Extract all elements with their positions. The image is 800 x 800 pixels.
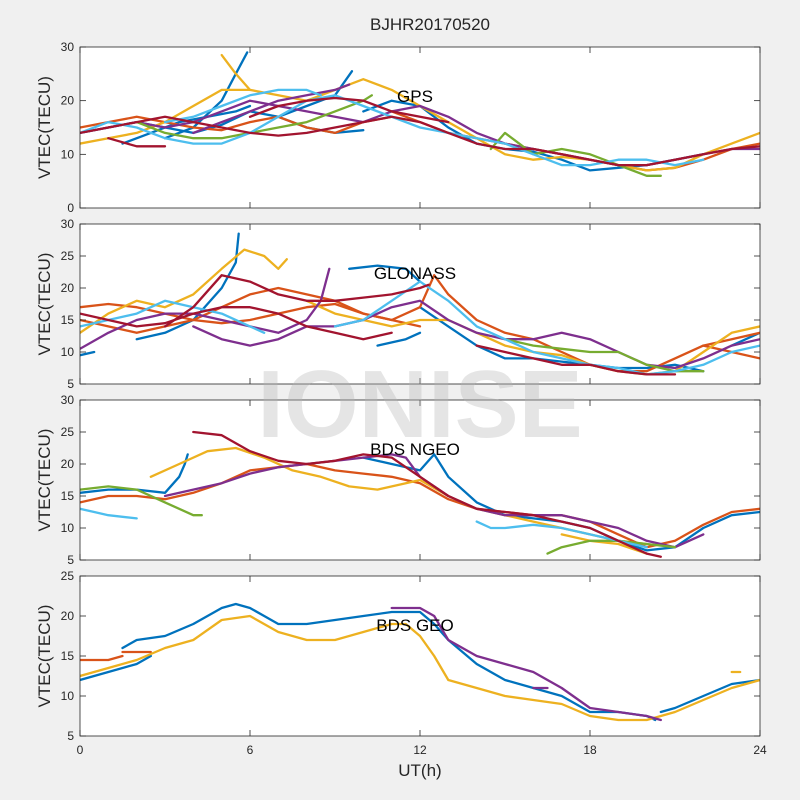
- series-line-7: [80, 485, 203, 517]
- y-tick-label: 5: [67, 377, 74, 391]
- series-group: [80, 430, 760, 558]
- series-line-1: [80, 350, 96, 357]
- panel-3: 5 10 15 20 25 30 VTEC(TECU) BDS NGEO: [35, 393, 761, 567]
- series-line-8: [546, 539, 677, 555]
- panel-label: BDS GEO: [376, 616, 453, 635]
- y-axis-label: VTEC(TECU): [35, 605, 54, 708]
- y-tick-label: 25: [61, 569, 75, 583]
- panels: 0 10 20 30 VTEC(TECU) GPS 5 10 15 20 25 30 VTEC(TECU…: [35, 40, 767, 757]
- y-tick-label: 15: [61, 649, 75, 663]
- y-tick-label: 15: [61, 313, 75, 327]
- series-line-1: [80, 453, 189, 494]
- series-line-6: [80, 614, 760, 722]
- y-tick-label: 25: [61, 249, 75, 263]
- plot-area: [80, 224, 760, 384]
- series-line-13: [192, 299, 760, 370]
- x-tick-label: 6: [247, 743, 254, 757]
- series-line-4: [80, 654, 124, 662]
- y-axis-label: VTEC(TECU): [35, 429, 54, 532]
- series-line-1: [80, 654, 152, 682]
- x-axis-label: UT(h): [398, 761, 441, 780]
- x-tick-label: 18: [583, 743, 597, 757]
- y-tick-label: 10: [61, 689, 75, 703]
- series-line-17: [163, 274, 430, 328]
- panel-4: 5 10 15 20 25 0 6 12 18 24 VTEC(TECU) BDS GEO: [35, 569, 767, 757]
- series-line-14: [503, 338, 705, 373]
- series-line-10: [80, 248, 288, 334]
- series-line-18: [80, 306, 393, 341]
- panel-1: 0 10 20 30 VTEC(TECU) GPS: [35, 40, 761, 215]
- series-line-8: [80, 286, 422, 334]
- y-tick-label: 20: [61, 609, 75, 623]
- series-group: [80, 232, 760, 376]
- series-line-9: [80, 507, 138, 520]
- series-line-2: [121, 602, 657, 722]
- y-tick-label: 20: [61, 281, 75, 295]
- panel-label: GPS: [397, 87, 433, 106]
- panel-label: BDS NGEO: [370, 440, 460, 459]
- y-tick-label: 30: [61, 217, 75, 231]
- series-group: [80, 602, 760, 722]
- y-tick-label: 10: [61, 147, 75, 161]
- series-line-4: [376, 331, 422, 347]
- series-line-18: [248, 96, 450, 124]
- series-line-16: [80, 115, 760, 167]
- series-line-11: [192, 83, 351, 135]
- y-tick-label: 0: [67, 201, 74, 215]
- y-axis-label: VTEC(TECU): [35, 253, 54, 356]
- chart-title: BJHR20170520: [370, 15, 490, 34]
- series-line-15: [163, 88, 322, 124]
- series-line-8: [390, 606, 662, 722]
- watermark: IONISE: [257, 351, 582, 458]
- y-axis-label: VTEC(TECU): [35, 76, 54, 179]
- x-tick-label: 0: [77, 743, 84, 757]
- y-tick-label: 15: [61, 489, 75, 503]
- y-tick-label: 20: [61, 457, 75, 471]
- y-tick-label: 25: [61, 425, 75, 439]
- series-line-17: [107, 137, 167, 148]
- series-line-9: [220, 53, 252, 92]
- series-line-2: [163, 51, 249, 140]
- y-tick-label: 30: [61, 393, 75, 407]
- x-tick-label: 12: [413, 743, 427, 757]
- series-line-11: [192, 430, 662, 558]
- panel-2: 5 10 15 20 25 30 VTEC(TECU) GLONASS: [35, 217, 761, 391]
- y-tick-label: 5: [67, 553, 74, 567]
- x-tick-label: 24: [753, 743, 767, 757]
- series-line-3: [277, 70, 354, 118]
- series-line-13: [489, 131, 662, 177]
- y-tick-label: 10: [61, 521, 75, 535]
- series-line-5: [121, 104, 252, 145]
- series-line-7: [80, 274, 760, 373]
- y-tick-label: 20: [61, 94, 75, 108]
- y-tick-label: 30: [61, 40, 75, 54]
- series-line-2: [362, 453, 760, 552]
- panel-label: GLONASS: [374, 264, 456, 283]
- series-line-3: [348, 264, 422, 283]
- series-line-15: [80, 299, 266, 334]
- series-line-5: [560, 533, 648, 555]
- y-tick-label: 10: [61, 345, 75, 359]
- series-line-3: [659, 678, 760, 714]
- series-line-12: [135, 94, 373, 140]
- series-line-6: [80, 115, 393, 135]
- plot-area: [80, 576, 760, 736]
- series-group: [80, 51, 760, 177]
- series-line-19: [475, 344, 677, 376]
- y-tick-label: 5: [67, 729, 74, 743]
